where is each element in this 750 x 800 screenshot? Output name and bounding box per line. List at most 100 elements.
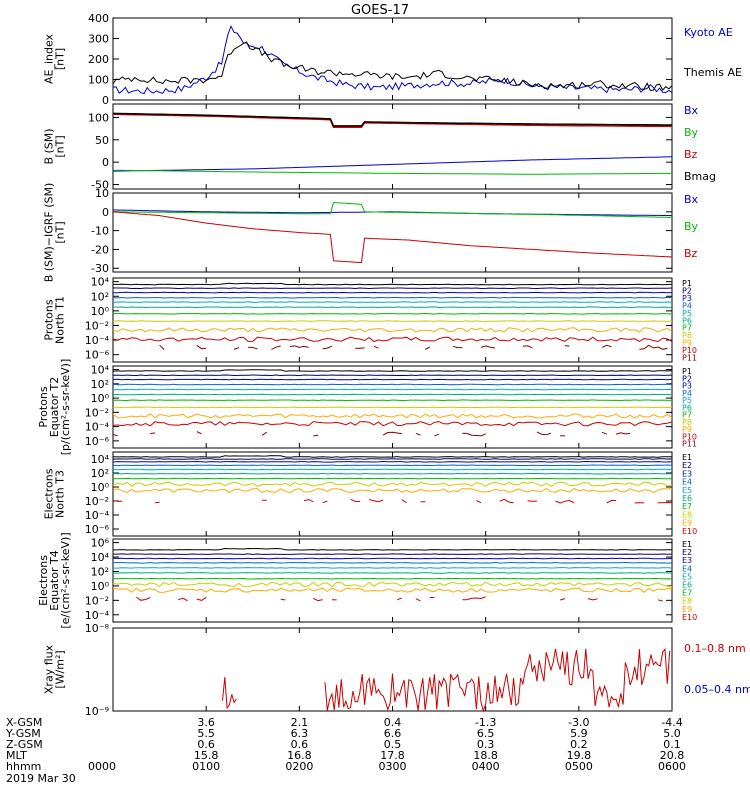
y-axis-label: [p/(cm²-s-sr-keV)] (59, 359, 72, 456)
channel-line-e10 (112, 498, 673, 504)
channel-label: E7 (682, 589, 692, 598)
channel-label: E1 (682, 453, 692, 462)
x-row-value: 6.3 (291, 727, 309, 740)
channel-line-p3 (113, 291, 673, 294)
y-tick-label: 10 (95, 187, 109, 200)
channel-line-p11 (113, 432, 667, 436)
channel-line-e2 (113, 553, 673, 555)
channel-label: P5 (682, 396, 692, 405)
y-tick-label: 10² (91, 378, 109, 391)
channel-label: P10 (682, 346, 697, 355)
channel-label: P11 (682, 440, 697, 449)
channel-line-e4 (113, 561, 673, 564)
channel-label: P2 (682, 374, 692, 383)
y-tick-label: 100 (88, 111, 109, 124)
channel-line-e5 (112, 468, 673, 471)
channel-label: E6 (682, 581, 692, 590)
x-row-label: MLT (6, 749, 27, 762)
y-tick-label: -50 (91, 179, 109, 192)
channel-line-e6 (112, 472, 673, 475)
y-tick-label: -30 (91, 262, 109, 275)
x-row-value: 2.1 (291, 716, 309, 729)
x-row-value: 5.9 (570, 727, 588, 740)
y-axis-label: B (SM) (43, 128, 56, 164)
x-row-label: X-GSM (6, 716, 42, 729)
channel-line-p10 (112, 421, 673, 427)
legend-label: Bz (684, 247, 698, 260)
channel-line-p1 (113, 282, 673, 286)
legend-label: By (684, 126, 699, 139)
y-tick-label: 400 (88, 12, 109, 25)
legend-label: Bmag (684, 170, 716, 183)
channel-label: P1 (682, 367, 692, 376)
x-row-value: 0.5 (384, 738, 402, 751)
x-row-value: -4.4 (661, 716, 682, 729)
y-axis-label: North T1 (54, 296, 67, 344)
y-tick-label: 10⁴ (91, 453, 110, 466)
series-line-bmag (112, 112, 672, 127)
channel-label: P9 (682, 425, 692, 434)
series-line-themis ae (112, 41, 673, 91)
y-tick-label: 300 (88, 33, 109, 46)
channel-label: E9 (682, 519, 692, 528)
channel-label: E3 (682, 469, 692, 478)
channel-label: P11 (682, 354, 697, 363)
series-line-by (112, 169, 673, 175)
y-tick-label: 200 (88, 53, 109, 66)
channel-label: P4 (682, 301, 692, 310)
channel-label: P10 (682, 432, 697, 441)
series-line-xray-long (222, 648, 671, 713)
y-tick-label: 10² (91, 565, 109, 578)
panel-frame (112, 192, 673, 273)
channel-line-e7 (112, 477, 673, 480)
channel-line-p3 (112, 378, 673, 381)
y-axis-label: AE_index (43, 33, 56, 84)
channel-line-p2 (112, 287, 673, 290)
y-axis-label: B (SM)−IGRF (SM) (43, 183, 56, 283)
x-row-value: 0.2 (570, 738, 588, 751)
y-tick-label: 10⁻⁴ (85, 334, 110, 347)
channel-line-e9 (112, 587, 673, 593)
y-tick-label: 10⁻² (85, 594, 109, 607)
y-axis-label: [W/m²] (54, 650, 67, 688)
y-tick-label: -20 (91, 243, 109, 256)
channel-line-p1 (112, 369, 673, 372)
panel-frame (112, 451, 673, 537)
y-tick-label: 0 (102, 156, 109, 169)
y-tick-label: 10⁶ (91, 537, 110, 550)
legend-label: By (684, 220, 699, 233)
y-axis-label: Protons (37, 386, 50, 427)
y-tick-label: 50 (95, 134, 109, 147)
y-tick-label: 10⁻⁶ (85, 349, 110, 362)
channel-line-e4 (112, 464, 673, 467)
series-line-bx (113, 156, 673, 172)
channel-line-p5 (112, 388, 673, 391)
x-row-value: -1.3 (475, 716, 496, 729)
y-axis-label: [nT] (54, 221, 67, 243)
channel-line-p10 (112, 336, 673, 343)
y-tick-label: 10⁴ (91, 551, 110, 564)
channel-line-p8 (112, 320, 672, 322)
channel-line-p7 (112, 312, 672, 315)
channel-line-e2 (112, 458, 673, 460)
series-line-bz (113, 113, 673, 129)
channel-label: P8 (682, 418, 692, 427)
y-tick-label: 10⁻⁸ (85, 622, 110, 635)
channel-label: P4 (682, 389, 692, 398)
y-axis-label: Electrons (43, 468, 56, 519)
x-row-label: hhmm (6, 760, 41, 773)
date-label: 2019 Mar 30 (6, 772, 76, 785)
y-tick-label: 10⁰ (91, 580, 110, 593)
y-axis-label: Equator T4 (48, 550, 61, 610)
panel-bigrf: 10 0 -10 -20 -30 B (SM)−IGRF (SM)[nT] Bx By Bz (43, 183, 699, 283)
x-tick-label: 0500 (565, 760, 593, 773)
channel-label: P3 (682, 294, 692, 303)
y-tick-label: 0 (102, 94, 109, 107)
y-tick-label: 10⁰ (91, 481, 110, 494)
channel-label: P3 (682, 382, 692, 391)
y-tick-label: 10² (91, 467, 109, 480)
x-row-value: -3.0 (568, 716, 589, 729)
channel-label: P8 (682, 331, 692, 340)
channel-label: E10 (682, 613, 697, 622)
